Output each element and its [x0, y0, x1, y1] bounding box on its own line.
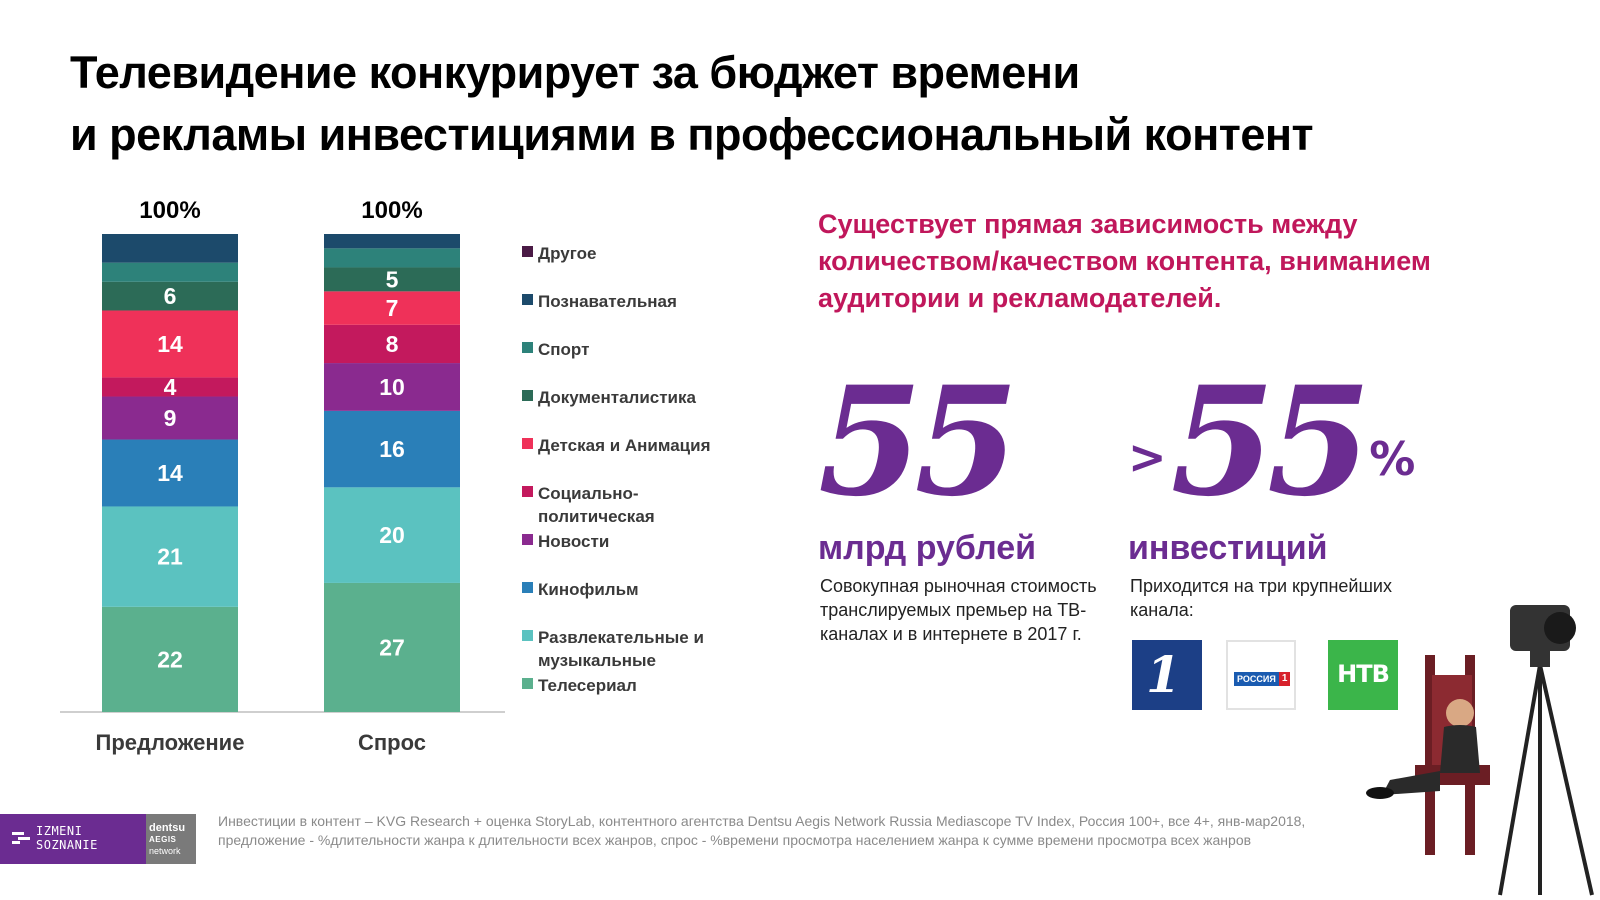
- network-wordmark: network: [149, 846, 181, 856]
- bar-segment-label: 27: [379, 634, 405, 660]
- bar-segment: [324, 363, 460, 411]
- izmeni-soznanie-mark-icon: [12, 832, 30, 844]
- legend-item: Познавательная: [522, 290, 742, 313]
- legend-item: Новости: [522, 530, 742, 553]
- legend-item: Развлекательные и музыкальные: [522, 626, 742, 672]
- legend-swatch: [522, 678, 533, 689]
- legend-item: Социально-политическая: [522, 482, 742, 528]
- legend-label: Новости: [538, 532, 610, 551]
- ntv-logo: НТВ: [1328, 640, 1398, 710]
- bar-segment: [324, 248, 460, 268]
- headline-text: Существует прямая зависимость между коли…: [818, 209, 1431, 313]
- dentsu-aegis-network-logo: dentsu AEGIS network: [146, 814, 196, 864]
- legend-swatch: [522, 342, 533, 353]
- stat-description-market: Совокупная рыночная стоимость транслируе…: [820, 576, 1097, 644]
- legend-swatch: [522, 630, 533, 641]
- bar-segment-label: 16: [379, 436, 405, 462]
- bar-segment-label: 8: [386, 331, 399, 357]
- ntv-logo-text: НТВ: [1337, 660, 1390, 688]
- legend-swatch: [522, 534, 533, 545]
- bar-segment-label: 6: [164, 283, 177, 309]
- bar-segment-label: 14: [157, 460, 183, 486]
- izmeni-soznanie-wordmark: IZMENI SOZNANIE: [36, 824, 98, 852]
- perviy-kanal-logo: 1: [1132, 640, 1202, 710]
- bar-segment-label: 14: [157, 331, 183, 357]
- greater-than-sign: >: [1128, 430, 1167, 484]
- bar-segment: [102, 396, 238, 440]
- legend-label: Телесериал: [538, 676, 637, 695]
- bar-segment-label: 22: [157, 646, 183, 672]
- rossiya-logo-number: 1: [1278, 672, 1291, 686]
- legend-label: Детская и Анимация: [538, 436, 711, 455]
- percent-sign: %: [1369, 432, 1416, 486]
- bar-segment-label: 7: [386, 295, 399, 321]
- bar-segment: [324, 324, 460, 364]
- bar-segment: [324, 487, 460, 583]
- stat-number-more-than-55-percent: > 55 %: [1128, 362, 1415, 522]
- legend-item: Спорт: [522, 338, 742, 361]
- legend-item: Детская и Анимация: [522, 434, 742, 457]
- legend-item: Кинофильм: [522, 578, 742, 601]
- legend-label: Другое: [538, 244, 597, 263]
- legend-swatch: [522, 294, 533, 305]
- stacked-bar-chart: 22 21 14 9 4 14 6 100% Предложение 27 20 16 10 8 7 5 100…: [60, 197, 505, 755]
- bar-segment: [324, 234, 460, 249]
- bar-segment: [324, 291, 460, 325]
- stat-unit-rubles: млрд рублей: [818, 529, 1037, 567]
- bar-segment: [102, 281, 238, 311]
- perviy-kanal-symbol: 1: [1146, 645, 1181, 704]
- footer-brand-logos: IZMENI SOZNANIE dentsu AEGIS network: [0, 814, 196, 864]
- legend-label: Документалистика: [538, 388, 696, 407]
- legend-label: Развлекательные и музыкальные: [538, 628, 704, 670]
- legend-swatch: [522, 486, 533, 497]
- bar-segment: [324, 410, 460, 488]
- legend-label: Познавательная: [538, 292, 677, 311]
- bar-segment-label: 21: [157, 544, 183, 570]
- legend-item: Документалистика: [522, 386, 742, 409]
- bar-segment: [102, 262, 238, 282]
- legend-swatch: [522, 246, 533, 257]
- slide-title: Телевидение конкурирует за бюджет времен…: [70, 42, 1470, 166]
- rossiya-logo-text: РОССИЯ: [1234, 672, 1279, 686]
- izmeni-soznanie-logo: IZMENI SOZNANIE: [0, 814, 146, 864]
- bar-segment: [324, 582, 460, 712]
- legend-swatch: [522, 582, 533, 593]
- bar-segment: [102, 377, 238, 397]
- director-chair-camera-illustration: [1366, 605, 1594, 896]
- stat-description-channels: Приходится на три крупнейших канала:: [1130, 576, 1392, 620]
- bar-segment-label: 4: [164, 374, 177, 400]
- bar-segment: [102, 234, 238, 263]
- bar-segment-label: 5: [386, 266, 399, 292]
- stat-unit-investments: инвестиций: [1128, 529, 1328, 567]
- bar-segment: [102, 506, 238, 607]
- stat-number-value: 55: [1170, 354, 1372, 530]
- legend-swatch: [522, 438, 533, 449]
- legend-swatch: [522, 390, 533, 401]
- bar-segment-label: 10: [379, 374, 405, 400]
- legend-label: Спорт: [538, 340, 590, 359]
- bar-segment: [102, 606, 238, 712]
- title-line-2: и рекламы инвестициями в профессиональны…: [70, 109, 1314, 160]
- rossiya-1-logo: РОССИЯ 1: [1226, 640, 1296, 710]
- aegis-wordmark: AEGIS: [149, 835, 177, 844]
- bar-segment-label: 9: [164, 405, 177, 431]
- footer-sources: Инвестиции в контент – KVG Research + оц…: [218, 813, 1306, 848]
- bar-total-label: 100%: [139, 197, 200, 224]
- dentsu-wordmark: dentsu: [149, 822, 186, 834]
- legend-label: Социально-политическая: [538, 484, 655, 526]
- x-tick-label: Предложение: [96, 730, 245, 755]
- stat-number-55: 55: [818, 354, 1019, 530]
- bar-segment: [324, 267, 460, 292]
- legend-item: Телесериал: [522, 674, 742, 697]
- bar-segment: [102, 310, 238, 378]
- bar-total-label: 100%: [361, 197, 422, 224]
- bar-segment-label: 20: [379, 522, 405, 548]
- legend-label: Кинофильм: [538, 580, 639, 599]
- title-line-1: Телевидение конкурирует за бюджет времен…: [70, 47, 1080, 98]
- bar-segment: [102, 439, 238, 507]
- legend-item: Другое: [522, 242, 742, 265]
- x-tick-label: Спрос: [358, 730, 426, 755]
